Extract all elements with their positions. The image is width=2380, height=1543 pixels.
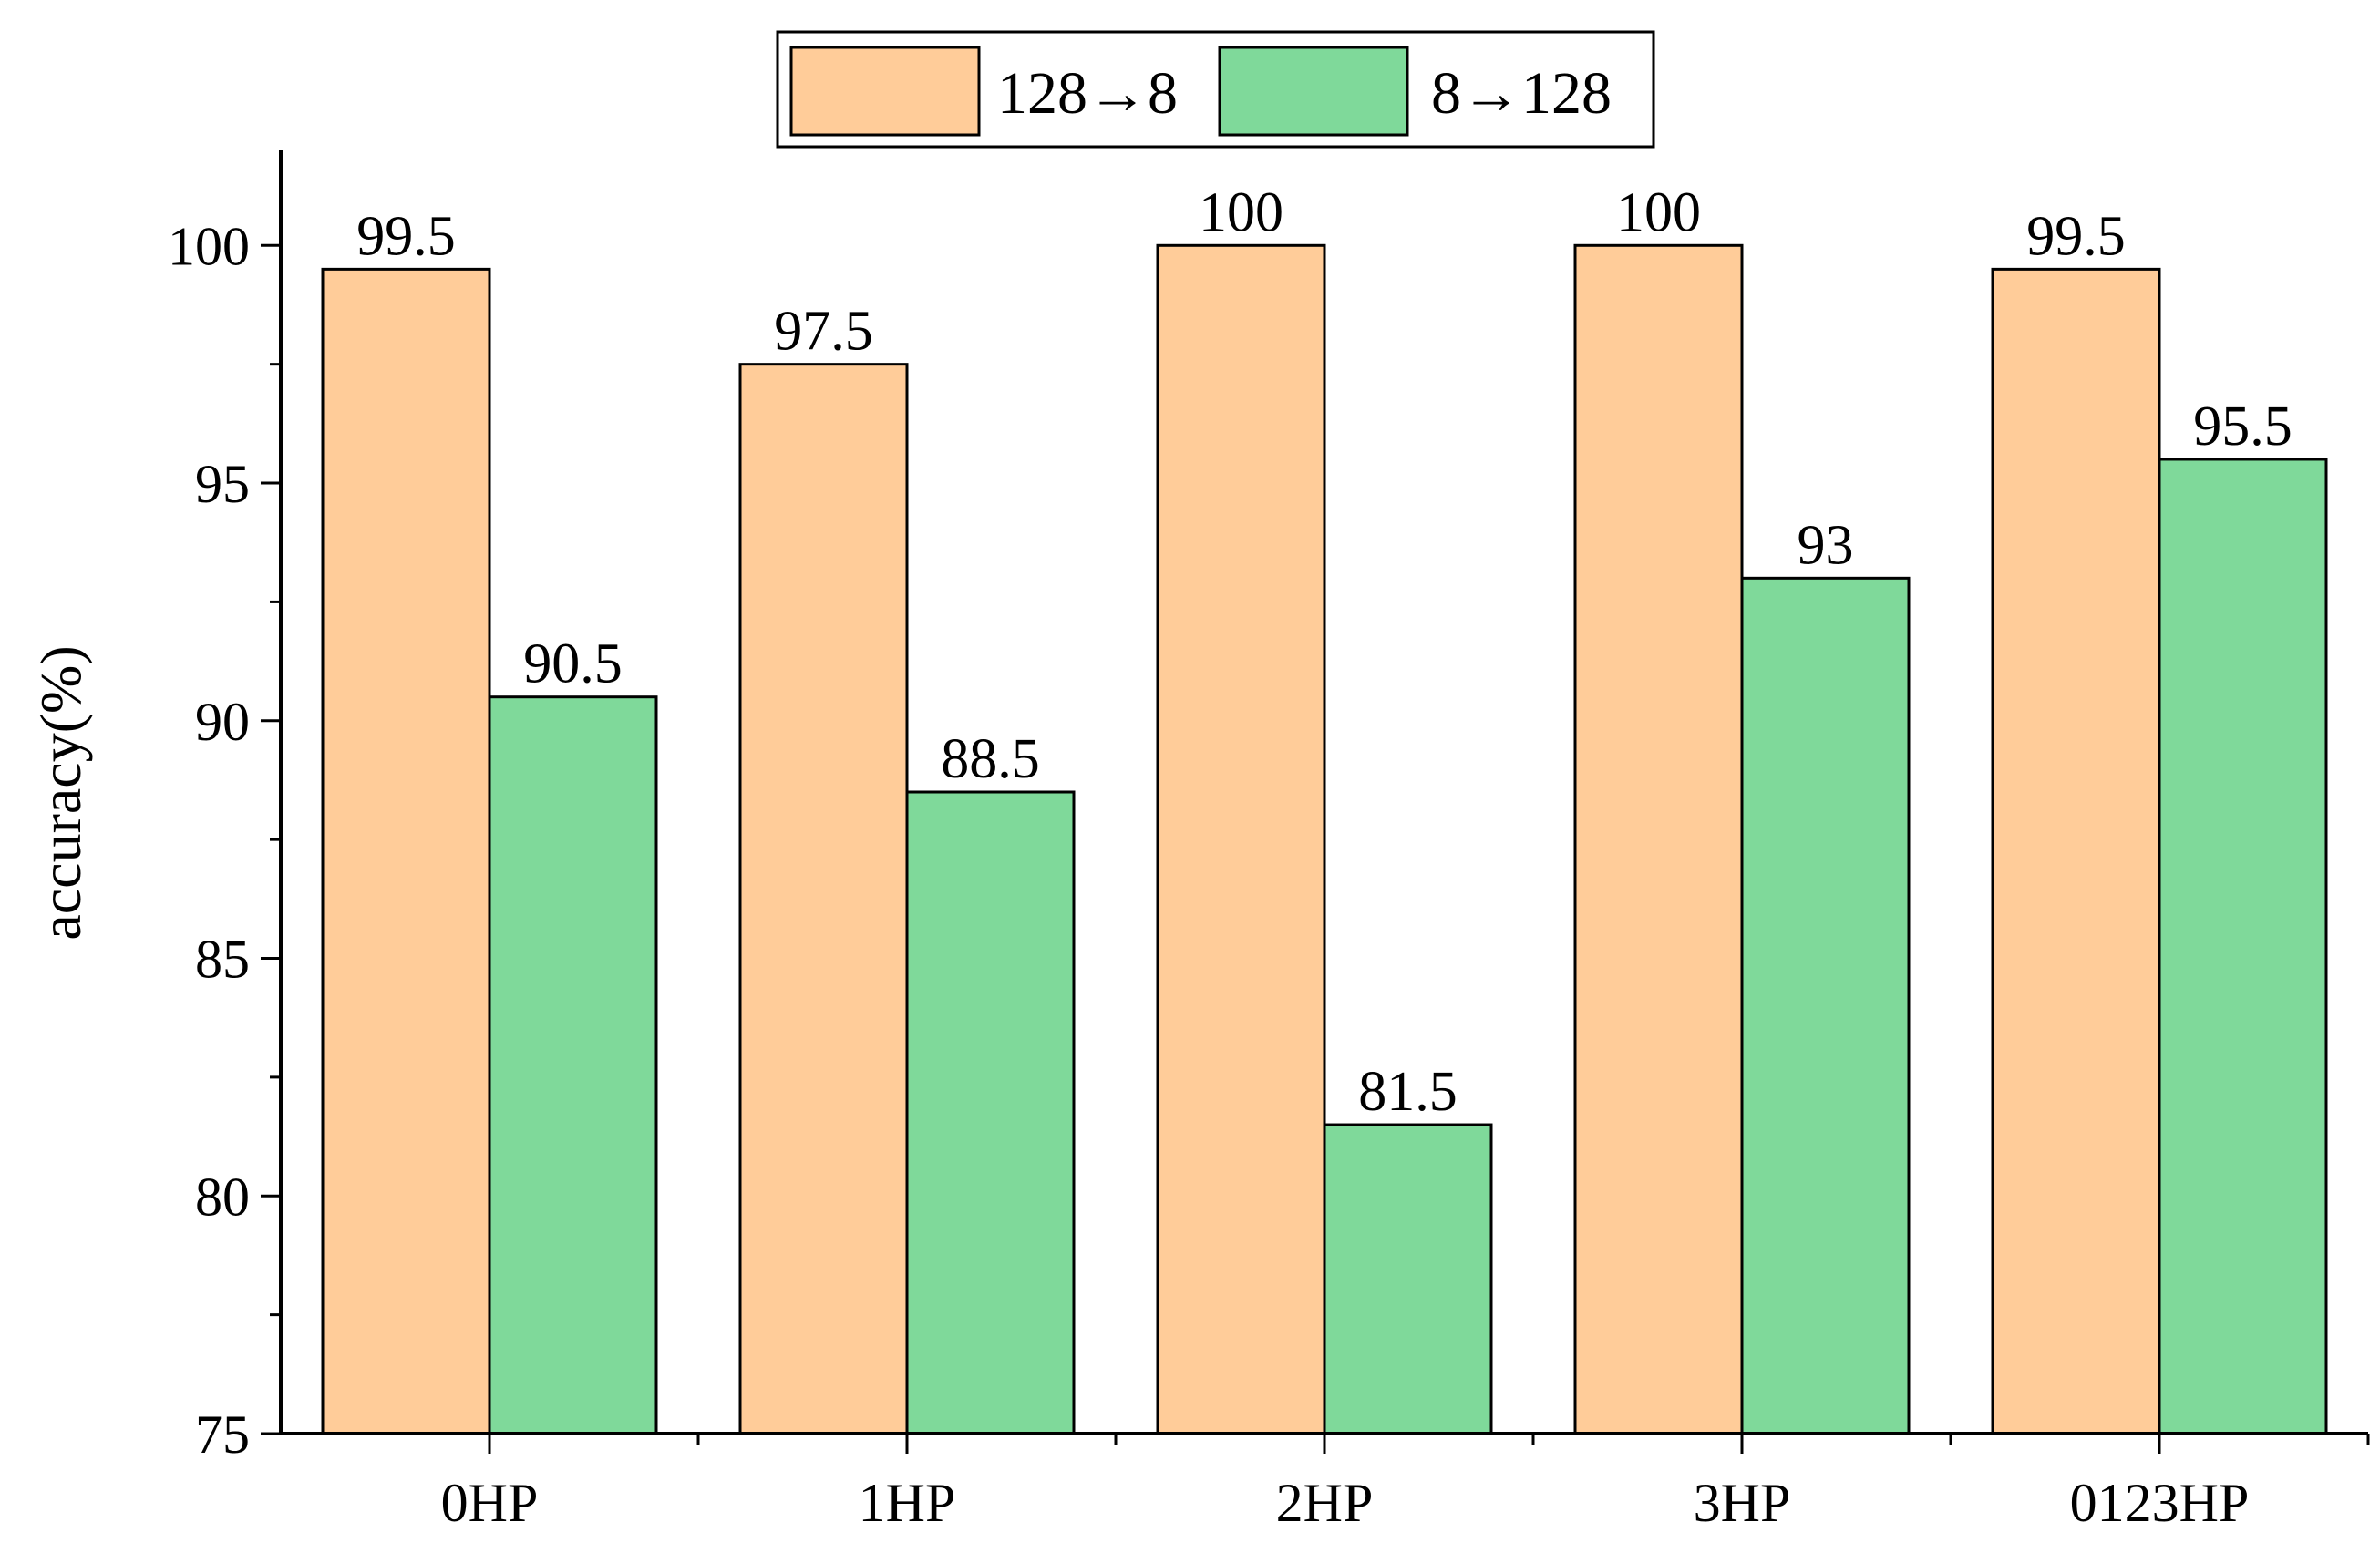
y-tick-label-90: 90: [195, 692, 250, 752]
y-axis-title: accuracy(%): [28, 645, 93, 940]
y-tick-label-95: 95: [195, 454, 250, 514]
x-tick-label-0123HP: 0123HP: [2070, 1473, 2250, 1533]
data-label-0123HP-series-1: 99.5: [2026, 205, 2126, 267]
bar-3HP-series-2: [1740, 576, 1911, 1435]
data-label-2HP-series-1: 100: [1199, 181, 1283, 243]
x-tick-label-3HP: 3HP: [1694, 1473, 1791, 1533]
x-tick-label-2HP: 2HP: [1276, 1473, 1374, 1533]
data-label-3HP-series-1: 100: [1616, 181, 1701, 243]
bar-2HP-series-1: [1156, 243, 1326, 1435]
y-tick-label-80: 80: [195, 1167, 250, 1227]
bar-1HP-series-2: [905, 790, 1076, 1435]
x-tick-label-1HP: 1HP: [859, 1473, 956, 1533]
bar-3HP-series-1: [1573, 243, 1744, 1435]
bar-0HP-series-1: [321, 267, 491, 1435]
x-tick-label-0HP: 0HP: [441, 1473, 539, 1533]
data-label-1HP-series-2: 88.5: [941, 728, 1040, 790]
data-label-0HP-series-2: 90.5: [523, 633, 623, 695]
bar-2HP-series-2: [1323, 1123, 1493, 1435]
data-label-2HP-series-2: 81.5: [1358, 1061, 1458, 1123]
data-label-3HP-series-2: 93: [1798, 514, 1854, 576]
y-tick-label-75: 75: [195, 1404, 250, 1465]
data-label-0123HP-series-2: 95.5: [2193, 396, 2292, 458]
y-tick-label-100: 100: [168, 216, 250, 276]
legend-label-series-2: 8→128: [1431, 60, 1612, 127]
data-label-1HP-series-1: 97.5: [774, 301, 873, 363]
bar-0123HP-series-1: [1991, 267, 2161, 1435]
legend-label-series-1: 128→8: [997, 60, 1178, 127]
legend-swatch-series-2: [1218, 46, 1409, 137]
bar-0HP-series-2: [488, 695, 658, 1435]
data-label-0HP-series-1: 99.5: [356, 205, 456, 267]
legend-swatch-series-1: [789, 46, 981, 137]
bar-1HP-series-1: [738, 363, 909, 1435]
bar-0123HP-series-2: [2158, 458, 2328, 1435]
y-tick-label-85: 85: [195, 930, 250, 990]
